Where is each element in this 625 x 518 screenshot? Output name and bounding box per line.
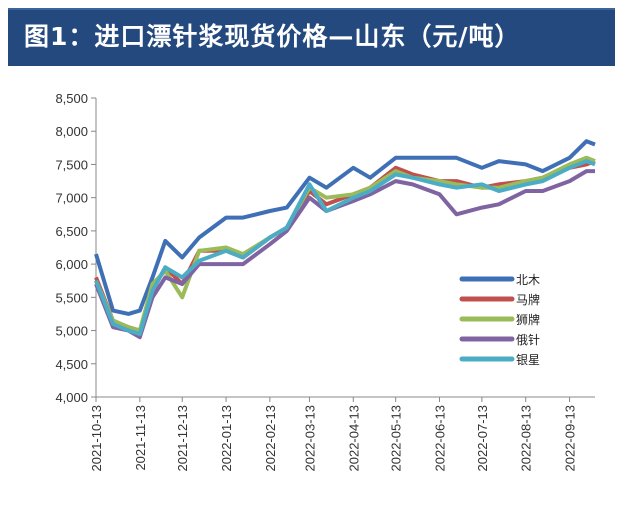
- x-tick-label: 2021-10-13: [89, 405, 104, 472]
- y-tick-label: 4,000: [55, 390, 88, 405]
- x-tick-label: 2022-07-13: [475, 405, 490, 472]
- x-tick-label: 2022-09-13: [563, 405, 578, 472]
- series-line-1: [94, 139, 596, 316]
- x-tick-label: 2021-12-13: [175, 405, 190, 472]
- x-tick-label: 2022-03-13: [302, 405, 317, 472]
- y-tick-label: 6,000: [55, 257, 88, 272]
- x-tick-label: 2022-02-13: [263, 405, 278, 472]
- x-tick-label: 2022-06-13: [433, 405, 448, 472]
- legend-label: 银星: [516, 353, 540, 367]
- y-tick-label: 7,500: [55, 157, 88, 172]
- y-tick-label: 5,500: [55, 290, 88, 305]
- y-tick-label: 7,000: [55, 191, 88, 206]
- y-tick-label: 8,000: [55, 124, 88, 139]
- y-tick-label: 8,500: [55, 91, 88, 106]
- y-tick-label: 5,000: [55, 324, 88, 339]
- x-tick-label: 2022-08-13: [519, 405, 534, 472]
- x-tick-label: 2022-05-13: [389, 405, 404, 472]
- x-tick-label: 2021-11-13: [133, 405, 148, 471]
- legend-label: 狮牌: [516, 313, 540, 327]
- chart-title: 图1：进口漂针浆现货价格—山东（元/吨）: [8, 8, 615, 66]
- x-tick-label: 2022-04-13: [346, 405, 361, 472]
- legend-label: 北木: [516, 273, 540, 287]
- legend-label: 俄针: [516, 332, 540, 347]
- x-tick-label: 2022-01-13: [219, 405, 234, 472]
- legend-label: 马牌: [516, 293, 540, 307]
- y-tick-label: 6,500: [55, 224, 88, 239]
- y-tick-label: 4,500: [55, 357, 88, 372]
- series-line-5: [94, 159, 596, 336]
